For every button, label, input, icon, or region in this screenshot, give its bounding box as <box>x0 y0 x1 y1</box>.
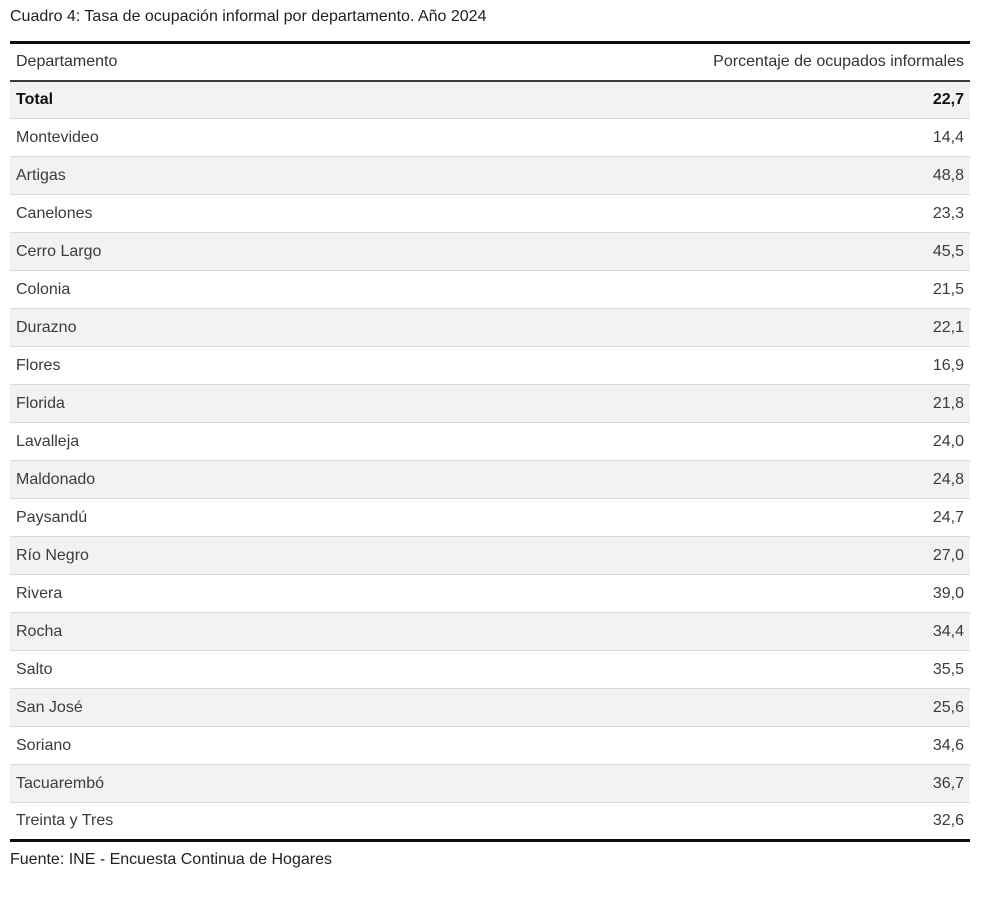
column-header-porcentaje: Porcentaje de ocupados informales <box>586 42 970 82</box>
value-cell: 16,9 <box>586 346 970 385</box>
total-row: Total 22,7 <box>10 80 970 119</box>
table-row: Flores 16,9 <box>10 346 970 385</box>
department-cell: Rivera <box>10 574 586 613</box>
table-row: Maldonado 24,8 <box>10 460 970 499</box>
department-cell: Artigas <box>10 156 586 195</box>
department-cell: Florida <box>10 384 586 423</box>
value-cell: 35,5 <box>586 650 970 689</box>
department-cell: Flores <box>10 346 586 385</box>
value-cell: 14,4 <box>586 118 970 157</box>
header-row: Departamento Porcentaje de ocupados info… <box>10 42 970 82</box>
value-cell: 34,6 <box>586 726 970 765</box>
table-row: Treinta y Tres 32,6 <box>10 802 970 841</box>
value-cell: 24,8 <box>586 460 970 499</box>
value-cell: 21,5 <box>586 270 970 309</box>
table-row: Salto 35,5 <box>10 650 970 689</box>
table-row: Durazno 22,1 <box>10 308 970 347</box>
department-cell: Paysandú <box>10 498 586 537</box>
department-cell: Montevideo <box>10 118 586 157</box>
table-body: Total 22,7 Montevideo 14,4 Artigas 48,8 … <box>10 80 970 841</box>
column-header-departamento: Departamento <box>10 42 586 82</box>
total-label-cell: Total <box>16 90 54 108</box>
department-cell: San José <box>10 688 586 727</box>
table-row: Río Negro 27,0 <box>10 536 970 575</box>
value-cell: 24,7 <box>586 498 970 537</box>
total-value-cell: 22,7 <box>932 90 964 108</box>
table-title: Cuadro 4: Tasa de ocupación informal por… <box>10 8 487 25</box>
department-cell: Colonia <box>10 270 586 309</box>
value-cell: 23,3 <box>586 194 970 233</box>
table-row: Lavalleja 24,0 <box>10 422 970 461</box>
department-cell: Treinta y Tres <box>10 802 586 841</box>
table-row: Soriano 34,6 <box>10 726 970 765</box>
table-row: Rocha 34,4 <box>10 612 970 651</box>
department-cell: Río Negro <box>10 536 586 575</box>
report-table-block: Cuadro 4: Tasa de ocupación informal por… <box>10 0 970 869</box>
value-cell: 22,1 <box>586 308 970 347</box>
value-cell: 39,0 <box>586 574 970 613</box>
department-cell: Tacuarembó <box>10 764 586 803</box>
department-cell: Salto <box>10 650 586 689</box>
value-cell: 27,0 <box>586 536 970 575</box>
informality-by-department-table: Departamento Porcentaje de ocupados info… <box>10 41 970 842</box>
value-cell: 36,7 <box>586 764 970 803</box>
value-cell: 48,8 <box>586 156 970 195</box>
department-cell: Canelones <box>10 194 586 233</box>
value-cell: 21,8 <box>586 384 970 423</box>
department-cell: Rocha <box>10 612 586 651</box>
table-row: Paysandú 24,7 <box>10 498 970 537</box>
table-row: Florida 21,8 <box>10 384 970 423</box>
table-row: Artigas 48,8 <box>10 156 970 195</box>
value-cell: 25,6 <box>586 688 970 727</box>
table-row: Cerro Largo 45,5 <box>10 232 970 271</box>
department-cell: Lavalleja <box>10 422 586 461</box>
table-row: Tacuarembó 36,7 <box>10 764 970 803</box>
department-cell: Cerro Largo <box>10 232 586 271</box>
table-row: Rivera 39,0 <box>10 574 970 613</box>
table-row: San José 25,6 <box>10 688 970 727</box>
department-cell: Maldonado <box>10 460 586 499</box>
value-cell: 24,0 <box>586 422 970 461</box>
table-row: Canelones 23,3 <box>10 194 970 233</box>
value-cell: 45,5 <box>586 232 970 271</box>
table-row: Montevideo 14,4 <box>10 118 970 157</box>
source-note: Fuente: INE - Encuesta Continua de Hogar… <box>10 851 332 868</box>
value-cell: 34,4 <box>586 612 970 651</box>
value-cell: 32,6 <box>586 802 970 841</box>
department-cell: Soriano <box>10 726 586 765</box>
table-header: Departamento Porcentaje de ocupados info… <box>10 42 970 82</box>
table-row: Colonia 21,5 <box>10 270 970 309</box>
department-cell: Durazno <box>10 308 586 347</box>
